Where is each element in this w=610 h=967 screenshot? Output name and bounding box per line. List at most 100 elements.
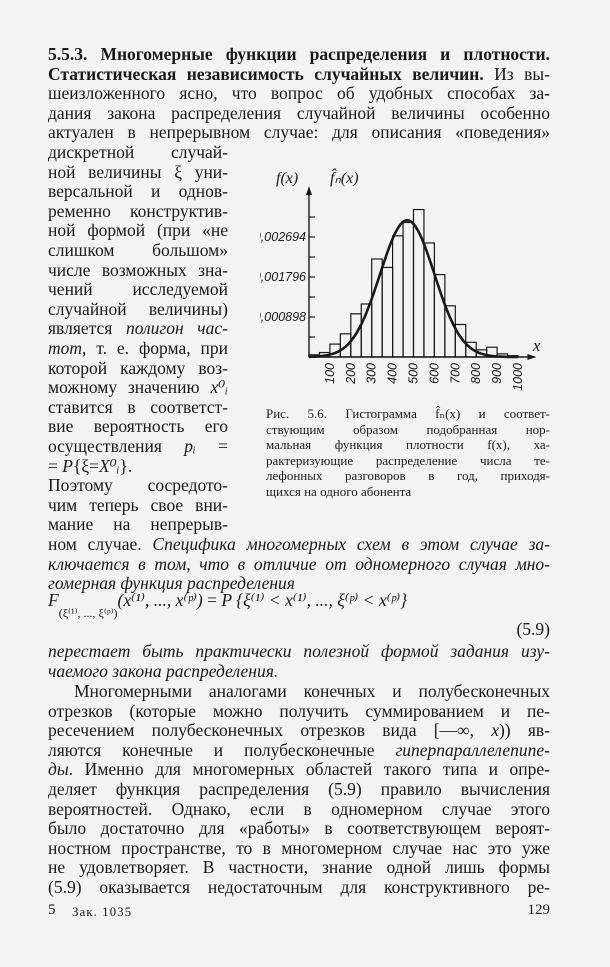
x-tick-label: 600 [427, 363, 441, 384]
text-line: ном случае. Специфика многомерных схем в… [48, 534, 550, 555]
text-segment: . Именно для многомерных областей такого… [68, 759, 550, 780]
text-segment: ностном пространстве, то в многомерном с… [48, 837, 550, 858]
x-tick-label: 900 [490, 363, 504, 384]
density-axis-label: f(x) [276, 170, 298, 187]
text-line: шеизложенного ясно, что вопрос об удобны… [48, 83, 550, 104]
text-line: = P{ξ=X⁰ᵢ}. [48, 455, 228, 477]
formula-eq: = [202, 590, 222, 610]
text-line: вероятностей. Однако, если в одномерном … [48, 799, 550, 820]
text-line: является полигон час- [48, 319, 228, 339]
italic-text: Специфика многомерных схем в этом случае… [152, 534, 550, 554]
text-segment: которой каждому воз- [48, 357, 228, 378]
text-line: случайной величины) [48, 299, 228, 320]
caption-line: мальная функция плотности f(x), ха- [266, 437, 550, 453]
italic-text: ключается в том, что в отличие от одноме… [48, 553, 550, 574]
text-segment: было достаточно для «работы» в соответст… [48, 818, 550, 839]
text-segment: чений исследуемой [48, 279, 228, 300]
text-segment: числе возможных зна- [48, 259, 228, 280]
italic-text: pᵢ [184, 436, 196, 456]
text-line: деляет функция распределения (5.9) прави… [48, 779, 550, 800]
text-line: Поэтому сосредото- [48, 475, 228, 496]
italic-text: перестает быть практически полезной форм… [48, 641, 550, 661]
caption-line: лефонных разговоров в год, приходя- [266, 468, 550, 484]
x-tick-label: 100 [323, 363, 337, 384]
normal-density-curve [309, 218, 518, 359]
text-line: ной формой (при «не [48, 221, 228, 241]
text-line: Статистическая независимость случайных в… [48, 63, 550, 85]
text-segment: можному значению [48, 377, 211, 398]
x-tick-label: 1000 [511, 363, 525, 391]
x-tick-label: 300 [365, 363, 379, 384]
text-line: отрезков (которые можно получить суммиро… [48, 701, 550, 722]
text-segment: ресечением полубесконечных отрезков вида… [48, 720, 492, 741]
x-axis-arrow [527, 354, 537, 360]
text-segment: ставится в соответст- [48, 396, 228, 417]
caption-line: щихся на одного абонента [266, 483, 412, 499]
equation-number: (5.9) [516, 619, 550, 639]
text-segment: }. [119, 455, 133, 476]
text-line: ременно конструктив- [48, 200, 228, 222]
text-segment: деляет функция распределения (5.9) прави… [48, 779, 550, 799]
text-segment: не удовлетворяет. В частности, знание од… [48, 857, 550, 878]
histogram-figure: 0,000898 0,001796 0,002694 100 200 300 400 500 6… [260, 168, 541, 391]
text-line: Многомерными аналогами конечных и полубе… [48, 681, 550, 702]
figure-caption: Рис. 5.6. Гистограмма f̂ₙ(x) и соответ-с… [266, 406, 550, 500]
bold-text: Статистическая независимость случайных в… [48, 63, 484, 84]
italic-text: гомерная функция распределения [48, 573, 295, 594]
formula-subscript: (ξ⁽¹⁾, ..., ξ⁽ᵖ⁾) [58, 605, 118, 620]
text-segment: чим теперь свое вни- [48, 494, 228, 515]
text-line: дания закона распределения случайной вел… [48, 102, 550, 124]
histogram-bar [381, 266, 394, 358]
caption-line: Рис. 5.6. Гистограмма f̂ₙ(x) и соответ- [266, 406, 550, 421]
text-line: версальной и однов- [48, 181, 228, 202]
x-axis-label: x [532, 336, 541, 355]
text-line: ды. Именно для многомерных областей тако… [48, 760, 550, 780]
text-line: дискретной случай- [48, 142, 228, 163]
page-number: 129 [527, 902, 551, 918]
y-tick-label: 0,001796 [260, 270, 306, 284]
italic-text: x [491, 720, 499, 741]
bold-text: 5.5.3. Многомерные функции распределения… [48, 44, 550, 64]
caption-line: рактеризующие распределение числа те- [266, 452, 550, 468]
text-segment: Поэтому сосредото- [48, 475, 228, 496]
text-line: которой каждому воз- [48, 357, 228, 379]
histogram-bar [392, 235, 404, 358]
x-tick-label: 800 [469, 363, 483, 384]
signature-mark: 5 [48, 902, 56, 918]
x-tick-label: 200 [344, 363, 358, 385]
text-line: 5.5.3. Многомерные функции распределения… [48, 44, 550, 65]
histogram-bar [444, 305, 456, 358]
text-segment: ляются конечные и полубесконечные [48, 739, 396, 760]
italic-text: ды [48, 759, 69, 780]
text-segment: ной величины ξ уни- [48, 161, 228, 182]
text-line: гомерная функция распределения [48, 573, 550, 594]
print-order: Зак. 1035 [72, 904, 133, 919]
text-line: тот, т. е. форма, при [48, 338, 228, 359]
text-line: ставится в соответст- [48, 396, 228, 418]
x-tick-label: 400 [386, 363, 400, 384]
text-segment: ном случае. [48, 534, 153, 554]
text-line: (5.9) оказывается недостаточным для конс… [48, 877, 550, 898]
text-line: числе возможных зна- [48, 259, 228, 281]
text-line: ностном пространстве, то в многомерном с… [48, 837, 550, 859]
text-line: было достаточно для «работы» в соответст… [48, 818, 550, 839]
text-segment: = [48, 455, 63, 476]
italic-text: X⁰ᵢ [99, 455, 120, 476]
italic-text: P [62, 455, 73, 476]
y-axis-arrow [306, 186, 312, 195]
text-segment: дания закона распределения случайной вел… [48, 102, 550, 123]
text-line: ной величины ξ уни- [48, 161, 228, 183]
text-segment: , т. е. форма, при [82, 338, 228, 358]
caption-line: ствующим образом подобранная нор- [266, 421, 550, 437]
text-segment: актуален в непрерывном случае: для описа… [48, 122, 550, 143]
text-segment: ременно конструктив- [48, 200, 228, 221]
formula-P: P [221, 590, 232, 610]
text-line: актуален в непрерывном случае: для описа… [48, 123, 550, 143]
text-segment: )) яв- [498, 720, 550, 741]
text-line: ляются конечные и полубесконечные гиперп… [48, 739, 550, 761]
histogram-bar [402, 221, 415, 358]
italic-text: гиперпараллелепипе- [395, 739, 550, 760]
text-line: можному значению x⁰ᵢ [48, 377, 228, 398]
text-segment: шеизложенного ясно, что вопрос об удобны… [48, 83, 550, 104]
histogram-axis-label: f̂ₙ(x) [330, 168, 359, 187]
